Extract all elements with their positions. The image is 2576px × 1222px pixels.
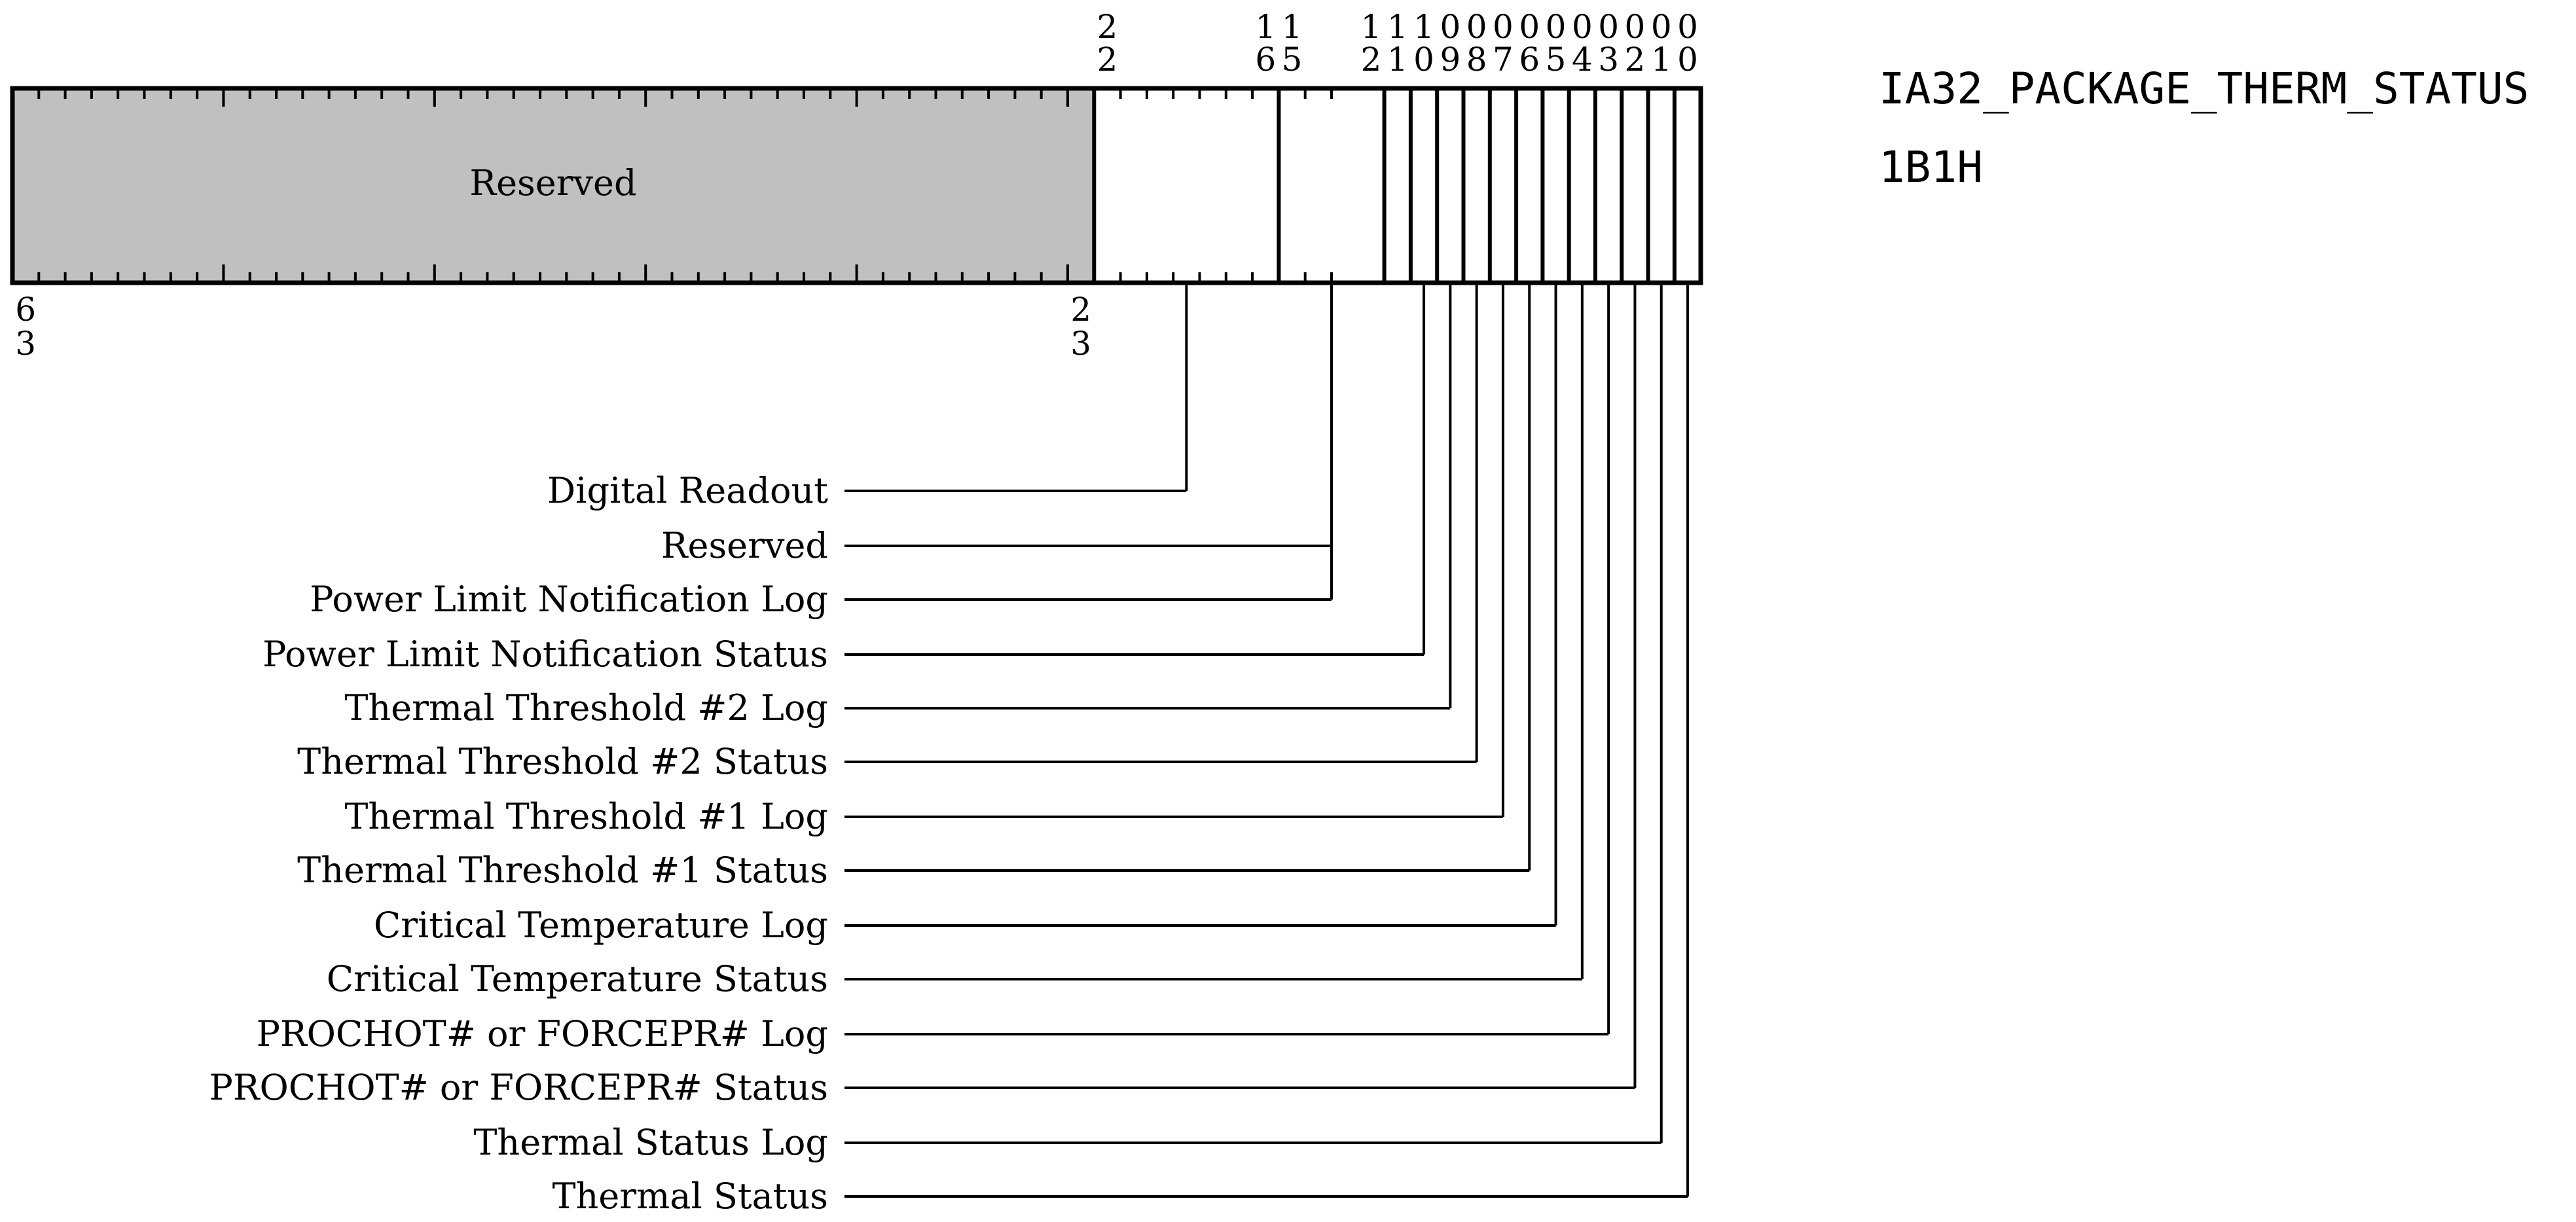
reserved-block	[12, 88, 1094, 283]
register-name: IA32_PACKAGE_THERM_STATUS	[1879, 63, 2529, 114]
field-label: Thermal Status	[553, 1176, 828, 1217]
field-label: Thermal Threshold #2 Status	[297, 741, 828, 782]
field-label: Reserved	[661, 525, 828, 566]
top-bit-number-high: 0	[1598, 8, 1619, 46]
top-bit-number-low: 6	[1519, 41, 1540, 79]
field-label: PROCHOT# or FORCEPR# Log	[257, 1013, 828, 1054]
bottom-bit-number-low: 3	[1070, 325, 1091, 363]
field-label: Thermal Threshold #2 Log	[344, 687, 828, 728]
top-bit-number-high: 0	[1519, 8, 1540, 46]
reserved-block-label: Reserved	[469, 162, 636, 204]
field-label: Critical Temperature Status	[327, 958, 828, 999]
field-label: Thermal Threshold #1 Log	[344, 796, 828, 837]
field-dividers	[1092, 88, 1703, 283]
top-bit-number-high: 0	[1677, 8, 1698, 46]
top-bit-number-high: 0	[1651, 8, 1672, 46]
field-label: Thermal Status Log	[473, 1122, 828, 1163]
top-bit-number-high: 0	[1466, 8, 1487, 46]
top-bit-number-low: 7	[1493, 41, 1514, 79]
top-bit-number-high: 1	[1387, 8, 1408, 46]
field-leaders	[844, 283, 1690, 1198]
top-bit-number-low: 8	[1466, 41, 1487, 79]
top-bit-number-low: 2	[1625, 41, 1646, 79]
top-bit-number-low: 2	[1097, 41, 1118, 79]
field-label: Power Limit Notification Log	[310, 579, 828, 620]
top-bit-number-high: 2	[1097, 8, 1118, 46]
bit-tick-marks	[37, 88, 1333, 283]
top-bit-number-high: 1	[1255, 8, 1276, 46]
top-bit-number-low: 4	[1572, 41, 1593, 79]
top-bit-number-high: 0	[1625, 8, 1646, 46]
top-bit-number-low: 3	[1598, 41, 1619, 79]
top-bit-number-high: 1	[1282, 8, 1303, 46]
field-label: Power Limit Notification Status	[263, 634, 828, 675]
field-label: PROCHOT# or FORCEPR# Status	[209, 1067, 828, 1108]
bottom-bit-number-high: 2	[1070, 291, 1091, 329]
top-bit-number-low: 2	[1361, 41, 1382, 79]
field-label: Thermal Threshold #1 Status	[297, 850, 828, 891]
top-bit-number-low: 0	[1677, 41, 1698, 79]
top-bit-number-high: 0	[1572, 8, 1593, 46]
top-bit-number-low: 1	[1387, 41, 1408, 79]
top-bit-number-low: 0	[1413, 41, 1434, 79]
top-bit-number-low: 5	[1282, 41, 1303, 79]
top-bit-number-low: 5	[1546, 41, 1567, 79]
top-bit-number-low: 6	[1255, 41, 1276, 79]
top-bit-number-high: 1	[1413, 8, 1434, 46]
top-bit-number-high: 1	[1361, 8, 1382, 46]
field-label: Critical Temperature Log	[374, 905, 828, 946]
top-bit-number-high: 0	[1440, 8, 1460, 46]
bottom-bit-number-low: 3	[15, 325, 36, 363]
top-bit-number-low: 1	[1651, 41, 1672, 79]
bottom-bit-number-high: 6	[15, 291, 36, 329]
field-label: Digital Readout	[547, 470, 828, 511]
top-bit-number-high: 0	[1493, 8, 1514, 46]
field-labels: Digital Readout Reserved Power Limit Notif…	[209, 470, 829, 1217]
top-bit-number-low: 9	[1440, 41, 1460, 79]
top-bit-number-high: 0	[1546, 8, 1567, 46]
register-address: 1B1H	[1879, 142, 1983, 192]
